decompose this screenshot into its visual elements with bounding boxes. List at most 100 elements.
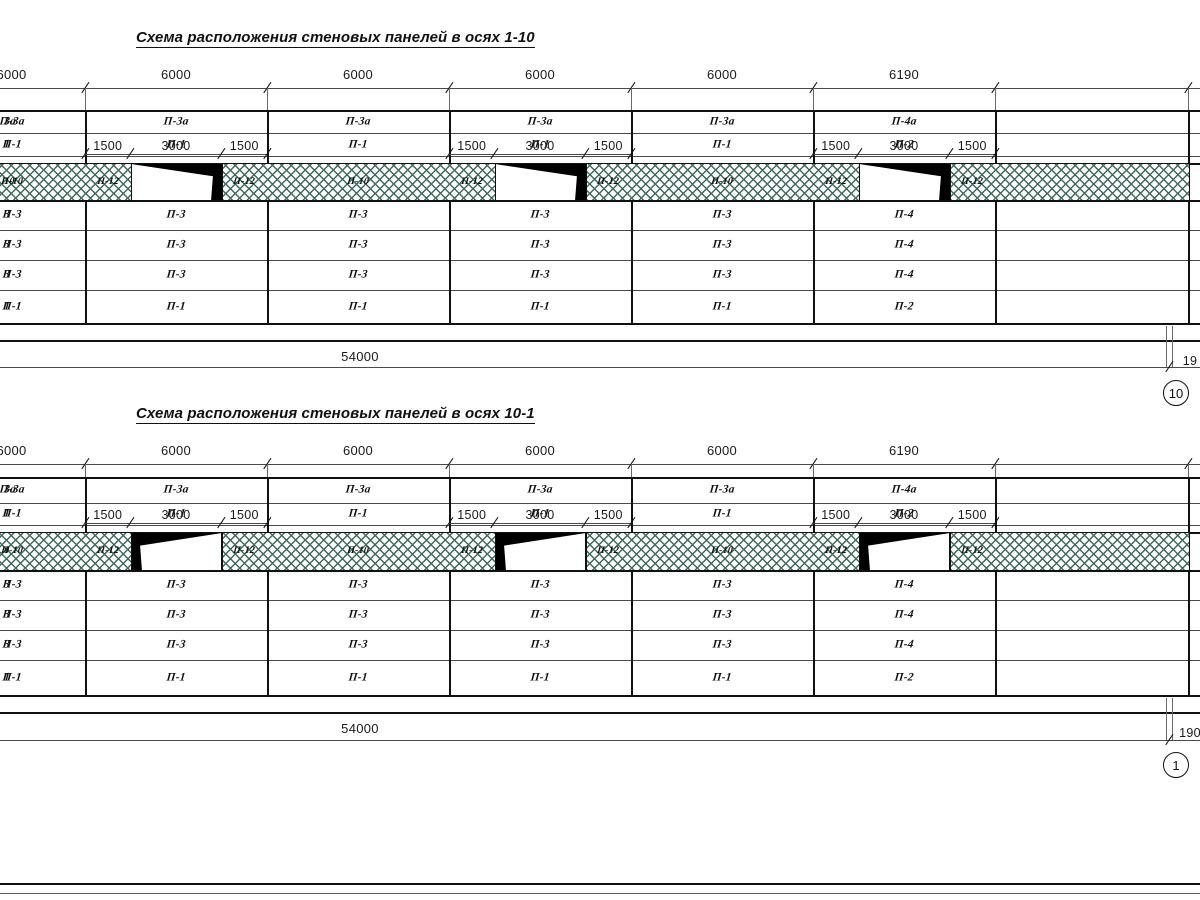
grid-line [0, 464, 1200, 465]
panel-mark-axes-10-1-r3-c3: П-3 [347, 578, 369, 591]
grid-line [267, 477, 269, 695]
lintel-wedge-axes-10-1-2 [858, 533, 950, 570]
panel-mark-axes-10-1-r5-c4: П-3 [529, 638, 551, 651]
grid-line [0, 570, 1200, 572]
panel-mark-axes-10-1-r1-c5: П-1 [711, 507, 733, 520]
opening-dim-axes-10-1-1-right: 1500 [593, 508, 623, 522]
panel-mark-axes-1-10-r4-c4: П-3 [529, 238, 551, 251]
opening-dim-axes-10-1-2-left: 1500 [821, 508, 851, 522]
panel-mark-axes-1-10-r4-c3: П-3 [347, 238, 369, 251]
panel-mark-axes-1-10-r1-c3: П-1 [347, 137, 369, 150]
panel-mark-axes-1-10-r6-c3: П-1 [347, 299, 369, 312]
grid-line [0, 163, 1200, 165]
axis-bubble-1[interactable]: 1 [1163, 752, 1189, 778]
top-dimension-1-4: 6000 [524, 443, 556, 458]
grid-line [85, 110, 87, 323]
grid-line [85, 477, 87, 695]
grid-line [0, 323, 1200, 325]
panel-mark-axes-1-10-r5-c5: П-3 [711, 268, 733, 281]
panel-mark-axes-1-10-r3-c2: П-3 [165, 208, 187, 221]
panel-mark-axes-1-10-r3-c3: П-3 [347, 208, 369, 221]
axis-bubble-10[interactable]: 10 [1163, 380, 1189, 406]
panel-mark-axes-10-1-r2-c3: П-10 [346, 545, 370, 556]
lintel-wedge-axes-1-10-2 [858, 164, 950, 200]
jamb-mark-axes-1-10-2-right: П-12 [960, 175, 984, 187]
opening-dim-axes-1-10-0-mid: 3000 [161, 139, 191, 153]
grid-line [631, 110, 633, 323]
grid-line [813, 523, 995, 524]
grid-line [0, 156, 1200, 157]
panel-mark-axes-10-1-r3-c2: П-3 [165, 578, 187, 591]
panel-mark-axes-10-1-r4-c3: П-3 [347, 608, 369, 621]
grid-line [0, 477, 1200, 479]
lintel-wedge-axes-1-10-1 [494, 164, 586, 200]
panel-mark-axes-1-10-r4-c6: П-4 [893, 238, 915, 251]
top-dimension-0-2: 6000 [160, 67, 192, 82]
grid-line [494, 163, 496, 200]
opening-dim-axes-10-1-0-left: 1500 [93, 508, 123, 522]
lintel-wedge-axes-1-10-0 [130, 164, 222, 200]
panel-mark-axes-1-10-r5-c1: П-3 [1, 268, 22, 281]
panel-mark-axes-10-1-r6-c3: П-1 [347, 670, 369, 683]
top-dimension-0-5: 6000 [706, 67, 738, 82]
grid-line [449, 523, 631, 524]
panel-mark-axes-1-10-r4-c2: П-3 [165, 238, 187, 251]
grid-line [130, 163, 132, 200]
opening-dim-axes-10-1-1-mid: 3000 [525, 508, 555, 522]
panel-mark-axes-1-10-r0-c1: П-3а [0, 114, 25, 127]
edge-dimension-1: 190 [1179, 726, 1200, 740]
panel-mark-axes-1-10-r6-c5: П-1 [711, 299, 733, 312]
opening-dim-axes-1-10-0-left: 1500 [93, 139, 123, 153]
panel-mark-axes-10-1-r4-c5: П-3 [711, 608, 733, 621]
panel-mark-axes-1-10-r6-c6: П-2 [893, 299, 915, 312]
grid-line [813, 477, 815, 695]
jamb-mark-axes-1-10-1-right: П-12 [596, 175, 620, 187]
grid-line [0, 525, 1200, 526]
top-dimension-1-3: 6000 [342, 443, 374, 458]
top-dimension-1-2: 6000 [160, 443, 192, 458]
panel-mark-axes-1-10-r2-c3: П-10 [346, 175, 370, 187]
panel-mark-axes-1-10-r3-c5: П-3 [711, 208, 733, 221]
jamb-mark-axes-10-1-0-left: П-12 [96, 545, 120, 556]
overall-dimension-1: 54000 [341, 721, 379, 736]
grid-line [0, 260, 1200, 261]
panel-mark-axes-1-10-r6-c4: П-1 [529, 299, 551, 312]
grid-line [949, 532, 951, 570]
grid-line [0, 88, 1200, 89]
grid-line [221, 163, 223, 200]
opening-dim-axes-1-10-2-left: 1500 [821, 139, 851, 153]
grid-line [0, 340, 1200, 342]
jamb-mark-axes-10-1-0-right: П-12 [232, 545, 256, 556]
panel-mark-axes-1-10-r3-c6: П-4 [893, 208, 915, 221]
lintel-wedge-axes-10-1-1 [494, 533, 586, 570]
opening-dim-axes-1-10-0-right: 1500 [229, 139, 259, 153]
grid-line [585, 532, 587, 570]
panel-mark-axes-1-10-r5-c3: П-3 [347, 268, 369, 281]
panel-mark-axes-10-1-r1-c1: П-1 [1, 507, 22, 520]
grid-line [813, 110, 815, 323]
grid-line [85, 154, 267, 155]
grid-line [449, 110, 451, 323]
grid-line [995, 110, 997, 323]
panel-mark-axes-10-1-r0-c6: П-4а [890, 483, 918, 496]
grid-line [1172, 698, 1173, 740]
panel-mark-axes-1-10-r6-c1: П-1 [1, 299, 22, 312]
panel-mark-axes-10-1-r3-c5: П-3 [711, 578, 733, 591]
grid-line [0, 740, 1200, 741]
panel-mark-axes-10-1-r4-c1: П-3 [1, 608, 22, 621]
panel-mark-axes-1-10-r1-c5: П-1 [711, 137, 733, 150]
panel-mark-axes-10-1-r5-c6: П-4 [893, 638, 915, 651]
top-dimension-0-4: 6000 [524, 67, 556, 82]
grid-line [0, 630, 1200, 631]
panel-mark-axes-1-10-r1-c1: П-1 [1, 137, 22, 150]
grid-line [0, 230, 1200, 231]
panel-mark-axes-10-1-r5-c2: П-3 [165, 638, 187, 651]
opening-dim-axes-1-10-1-mid: 3000 [525, 139, 555, 153]
grid-line [0, 290, 1200, 291]
grid-line [1188, 477, 1190, 695]
grid-line [0, 893, 1200, 894]
panel-mark-axes-10-1-r3-c6: П-4 [893, 578, 915, 591]
panel-mark-axes-1-10-r3-c4: П-3 [529, 208, 551, 221]
opening-dim-axes-1-10-2-right: 1500 [957, 139, 987, 153]
jamb-mark-axes-10-1-2-left: П-12 [824, 545, 848, 556]
